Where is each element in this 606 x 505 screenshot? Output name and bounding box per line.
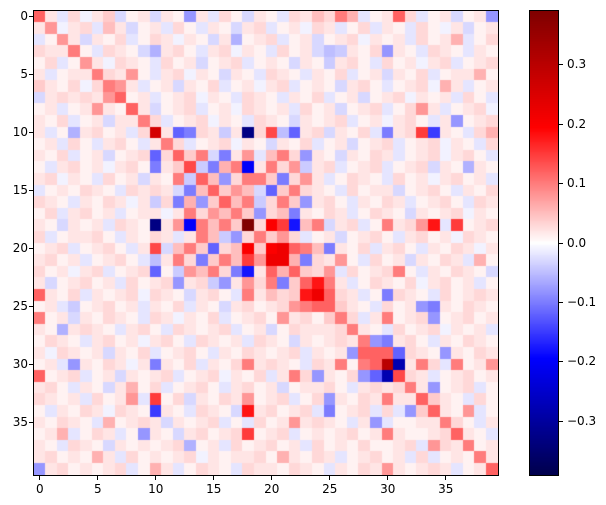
x-tick-label: 0 [35,482,44,496]
x-tick-mark [329,476,331,480]
colorbar-tick-label: 0.0 [567,235,587,250]
y-tick-label: 10 [12,125,28,140]
colorbar-tick-mark [559,361,563,363]
colorbar [529,10,559,476]
y-tick-mark [29,74,33,76]
y-tick-label: 5 [20,67,28,82]
x-tick-mark [271,476,273,480]
colorbar-tick-mark [559,420,563,422]
x-tick-mark [387,476,389,480]
y-tick-label: 15 [12,183,28,198]
y-tick-label: 25 [12,299,28,314]
colorbar-tick-mark [559,301,563,303]
y-tick-mark [29,306,33,308]
x-tick-label: 35 [438,482,454,496]
x-tick-label: 15 [206,482,222,496]
colorbar-tick-label: 0.3 [567,57,587,72]
x-tick-mark [39,476,41,480]
colorbar-tick-mark [559,123,563,125]
x-tick-label: 5 [93,482,102,496]
y-tick-mark [29,248,33,250]
colorbar-tick-mark [559,242,563,244]
colorbar-tick-mark [559,64,563,66]
heatmap-canvas [34,11,498,475]
colorbar-tick-label: 0.1 [567,176,587,190]
x-tick-label: 30 [380,482,396,496]
x-tick-mark [97,476,99,480]
colorbar-tick-label: 0.2 [567,116,587,131]
y-tick-label: 30 [12,357,28,372]
y-tick-mark [29,422,33,424]
y-tick-mark [29,364,33,366]
y-tick-label: 35 [12,415,28,430]
y-tick-mark [29,132,33,134]
colorbar-tick-mark [559,183,563,184]
x-tick-label: 20 [264,482,280,496]
heatmap-plot-area [33,10,499,476]
x-tick-mark [445,476,447,480]
x-tick-label: 25 [322,482,338,496]
y-tick-label: 20 [12,241,28,256]
colorbar-tick-label: −0.3 [567,413,597,428]
colorbar-tick-label: −0.1 [567,294,597,309]
y-tick-label: 0 [20,9,28,24]
x-tick-mark [155,476,157,480]
y-tick-mark [29,190,33,192]
colorbar-tick-label: −0.2 [567,354,597,369]
x-tick-label: 10 [148,482,164,496]
y-tick-mark [29,16,33,18]
colorbar-canvas [530,11,558,475]
x-tick-mark [213,476,215,480]
